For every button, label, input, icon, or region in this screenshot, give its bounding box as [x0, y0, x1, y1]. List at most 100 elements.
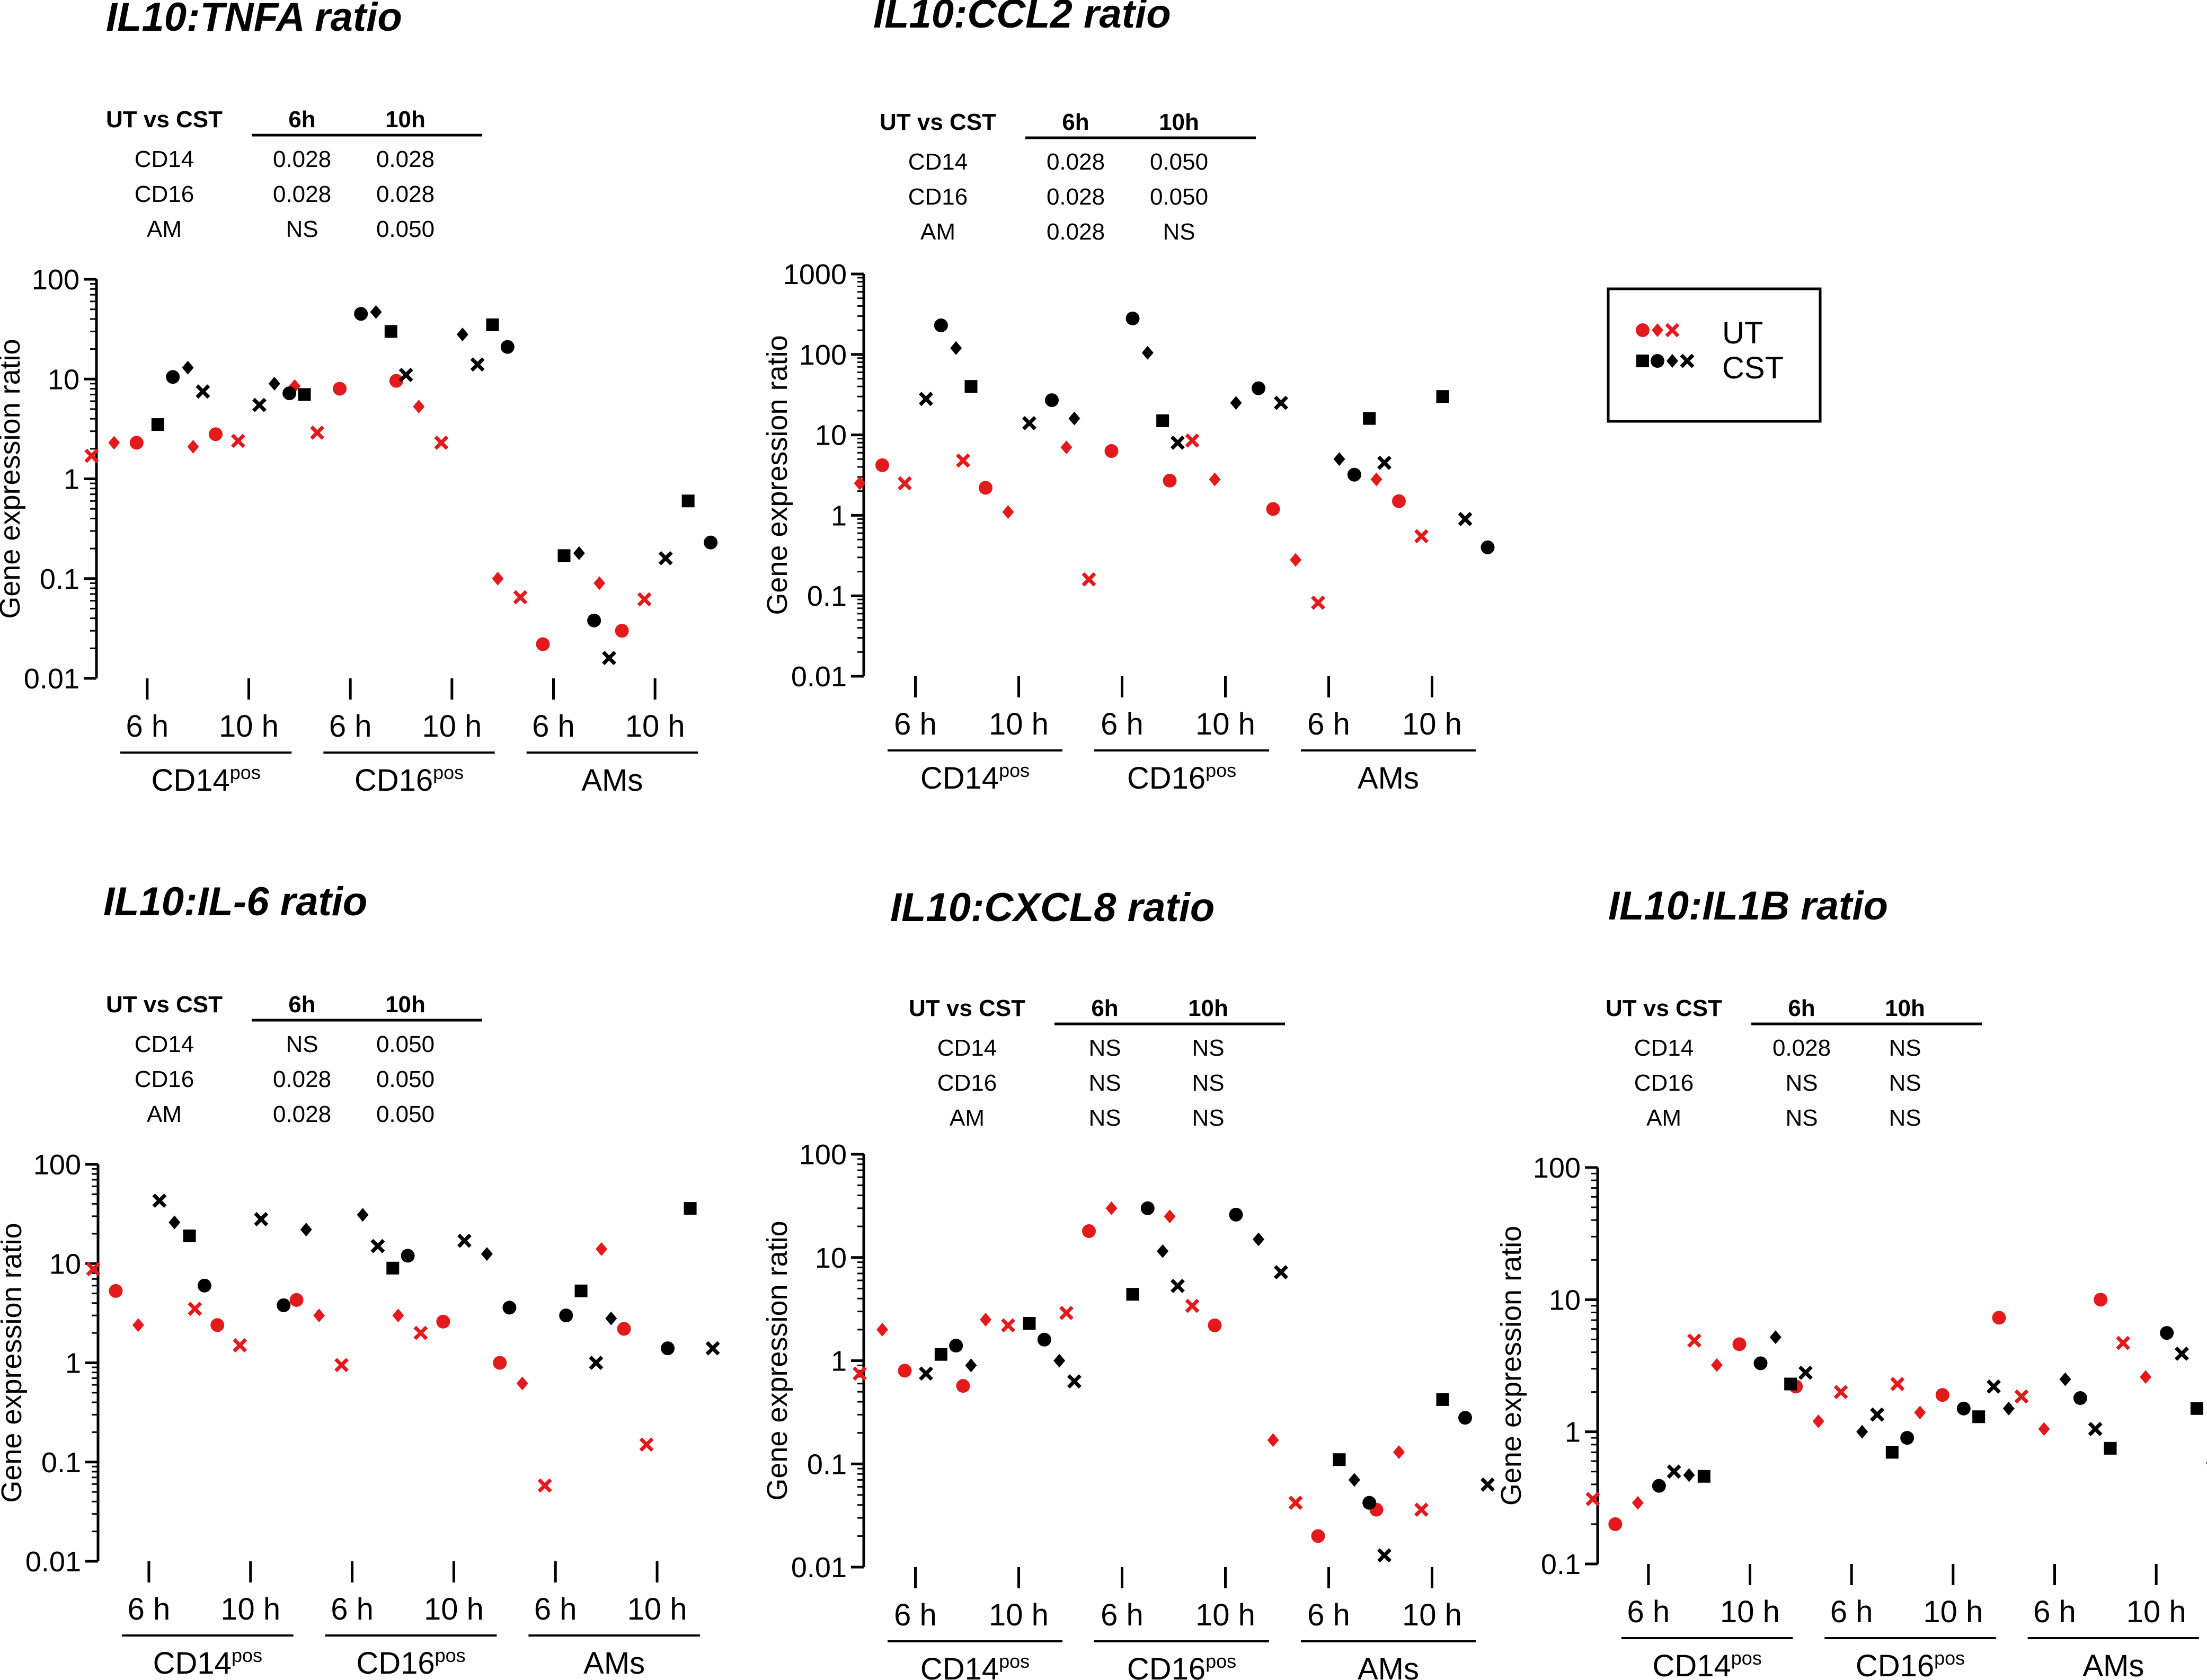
point-ut-circle [617, 1322, 631, 1336]
time-label: 10 h [627, 1592, 687, 1626]
group-label: CD14pos [151, 762, 260, 798]
group-sup: pos [1934, 1647, 1965, 1669]
y-tick-label: 10 [49, 1248, 81, 1280]
point-ut-diamond [492, 571, 504, 586]
point-cst-x [1274, 1265, 1288, 1280]
point-cst-diamond [965, 1358, 977, 1373]
point-cst-x [2175, 1346, 2189, 1361]
point-ut-circle [210, 1318, 225, 1332]
point-ut-diamond [1002, 505, 1014, 519]
point-cst-circle [1652, 1479, 1666, 1493]
group-sup: pos [999, 759, 1030, 781]
point-cst-x [1171, 435, 1185, 450]
stats-table-header: 6h [1091, 995, 1118, 1021]
point-ut-diamond [1105, 1201, 1118, 1215]
point-ut-x [1414, 1502, 1429, 1517]
stats-table-cell: NS [1889, 1035, 1921, 1061]
point-ut-diamond [854, 476, 866, 490]
time-label: 10 h [219, 709, 279, 744]
point-ut-circle [2094, 1293, 2108, 1307]
point-cst-circle [401, 1249, 415, 1263]
point-ut-x [1082, 572, 1096, 587]
point-cst-circle [1753, 1356, 1768, 1370]
point-ut-diamond [516, 1376, 528, 1391]
point-ut-diamond [1370, 472, 1382, 487]
point-cst-x [1171, 1278, 1185, 1293]
y-axis-label: Gene expression ratio [761, 1221, 793, 1500]
time-label: 10 h [220, 1592, 280, 1626]
group-name: CD14 [151, 763, 229, 798]
group-name: CD16 [1127, 1652, 1206, 1680]
stats-table-cell: NS [1785, 1070, 1818, 1096]
point-cst-circle [1125, 311, 1140, 325]
stats-table-header: 10h [1159, 109, 1199, 135]
point-ut-circle [1208, 1318, 1222, 1332]
data-points [86, 1193, 720, 1493]
group-sup: pos [1206, 759, 1236, 781]
y-tick-label: 0.1 [807, 580, 847, 612]
point-cst-square [386, 1261, 400, 1275]
point-cst-diamond [370, 305, 382, 319]
stats-table-cell: CD14 [135, 146, 194, 172]
data-points [1585, 1293, 2207, 1531]
point-cst-square [557, 549, 571, 562]
legend-circle-icon [1636, 323, 1650, 337]
point-cst-square [298, 388, 311, 401]
stats-table-cell: AM [147, 216, 182, 242]
point-cst-square [1784, 1377, 1797, 1391]
stats-table-cell: 0.028 [273, 146, 331, 172]
chart-title: IL10:CCL2 ratio [873, 0, 1171, 37]
time-label: 10 h [1195, 707, 1255, 741]
time-label: 6 h [1627, 1595, 1670, 1629]
stats-table-header: 6h [288, 992, 315, 1018]
y-tick-label: 1000 [783, 259, 847, 290]
point-ut-diamond [2140, 1370, 2152, 1384]
point-ut-diamond [2038, 1422, 2050, 1436]
point-cst-diamond [950, 341, 962, 355]
point-ut-diamond [1209, 472, 1221, 487]
point-cst-square [183, 1230, 196, 1243]
time-label: 10 h [1923, 1595, 1983, 1629]
y-tick-label: 0.1 [40, 563, 79, 595]
stats-table: UT vs CST 6h 10h CD14 NS 0.050 CD16 0.028 0.050 A… [106, 992, 482, 1127]
point-cst-square [684, 1202, 697, 1215]
point-ut-circle [1104, 444, 1119, 458]
stats-table-header: 10h [385, 992, 426, 1018]
y-tick-label: 100 [32, 264, 79, 296]
point-cst-circle [559, 1308, 573, 1323]
point-cst-square [681, 494, 695, 508]
point-ut-x [1585, 1492, 1600, 1506]
point-cst-x [919, 1366, 933, 1381]
stats-table-header: UT vs CST [106, 992, 223, 1018]
point-ut-diamond [1267, 1433, 1279, 1447]
stats-table-cell: 0.028 [273, 1066, 331, 1092]
point-cst-x [1377, 1548, 1391, 1563]
point-ut-x [310, 425, 325, 440]
group-name: CD16 [354, 763, 433, 798]
point-cst-square [1363, 412, 1376, 425]
stats-table-cell: 0.028 [1047, 149, 1105, 175]
legend-x-icon [1665, 323, 1680, 338]
point-cst-square [1436, 390, 1449, 403]
point-cst-diamond [182, 360, 194, 375]
point-ut-circle [1732, 1337, 1747, 1351]
point-cst-x [1481, 1477, 1495, 1492]
stats-table-cell: 0.028 [273, 1101, 331, 1127]
point-ut-x [1414, 529, 1429, 544]
time-label: 6 h [1101, 1598, 1144, 1632]
y-tick-label: 1 [65, 1348, 81, 1380]
point-ut-diamond [1914, 1405, 1926, 1420]
time-label: 10 h [1195, 1598, 1255, 1632]
time-label: 10 h [1402, 1598, 1462, 1632]
stats-table-cell: CD16 [908, 184, 968, 210]
point-ut-circle [1311, 1529, 1325, 1543]
point-ut-x [1185, 433, 1200, 448]
point-cst-square [486, 318, 499, 331]
point-ut-x [1185, 1298, 1200, 1313]
point-cst-x [658, 551, 673, 565]
point-cst-circle [2160, 1326, 2174, 1340]
point-ut-x [513, 590, 528, 605]
group-name: AMs [1358, 761, 1419, 795]
point-cst-circle [1229, 1207, 1243, 1222]
chart-title: IL10:TNFA ratio [106, 0, 402, 40]
